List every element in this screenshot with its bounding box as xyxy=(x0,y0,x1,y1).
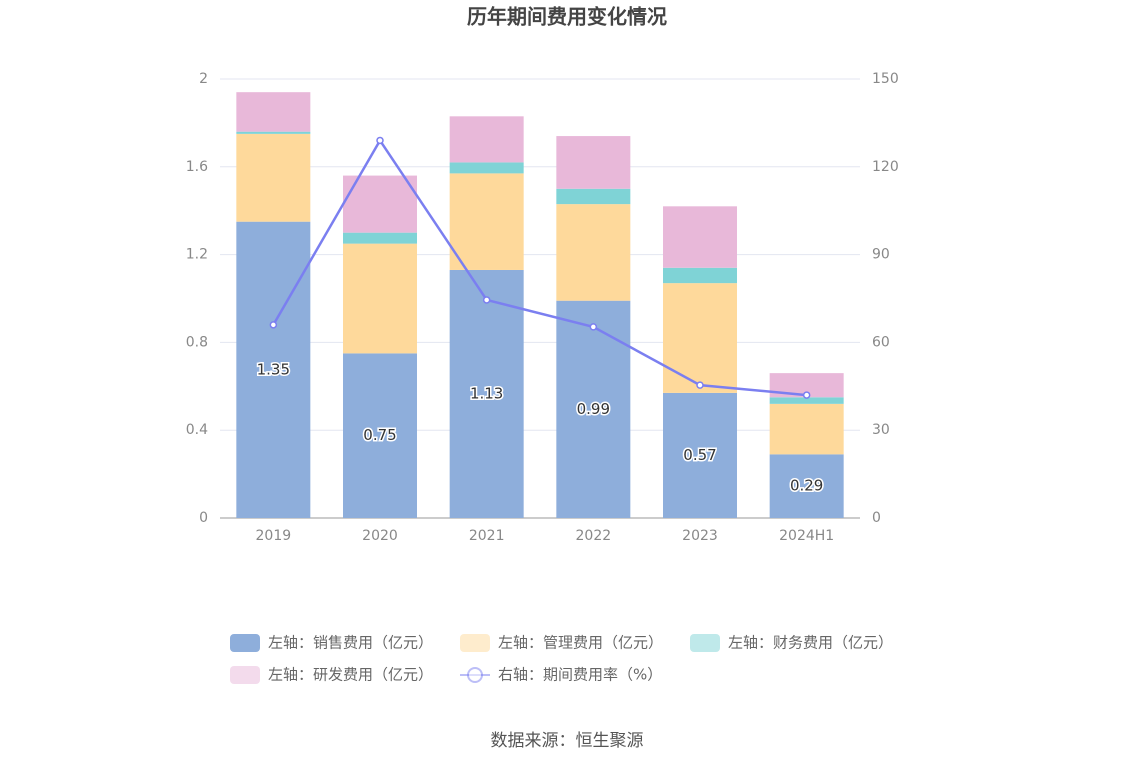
bar-segment xyxy=(449,116,524,163)
bar-segment xyxy=(769,454,844,518)
line-point xyxy=(269,321,278,329)
y2-tick-label: 0 xyxy=(872,510,881,526)
legend-label: 左轴：销售费用（亿元） xyxy=(268,634,433,652)
bar-segment xyxy=(556,204,631,301)
bar-segment xyxy=(236,221,311,519)
legend-icon xyxy=(230,666,260,684)
y-tick-label: 2 xyxy=(199,71,208,87)
source: 数据来源：恒生聚源 xyxy=(491,731,644,751)
y-tick-label: 0.4 xyxy=(186,422,208,438)
bar-segment xyxy=(236,133,311,222)
line-point xyxy=(696,381,704,389)
legend-label: 左轴：财务费用（亿元） xyxy=(728,634,893,652)
bar-segment xyxy=(663,267,737,284)
chart-title: 历年期间费用变化情况 xyxy=(467,5,667,29)
bar-segment xyxy=(236,92,311,132)
bar-segment xyxy=(556,188,631,205)
bar-segment xyxy=(769,403,844,455)
y-tick-label: 1.2 xyxy=(186,247,208,263)
bar-segment xyxy=(556,136,631,189)
x-tick-label: 2021 xyxy=(469,528,505,544)
line-point xyxy=(482,296,491,304)
y2-tick-label: 120 xyxy=(872,159,899,175)
data-label: 0.99 xyxy=(577,400,610,418)
bar-segment xyxy=(343,243,417,354)
data-label: 1.35 xyxy=(257,360,290,378)
bar-segment xyxy=(343,353,417,518)
legend-label: 右轴：期间费用率（%） xyxy=(498,666,662,684)
data-label: 0.57 xyxy=(683,446,716,464)
line xyxy=(272,138,807,397)
x-tick-label: 2024H1 xyxy=(779,528,834,544)
bar-segment xyxy=(449,162,524,174)
legend-label: 左轴：研发费用（亿元） xyxy=(268,666,433,684)
bar-segment xyxy=(663,283,737,393)
data-label: 0.75 xyxy=(363,426,396,444)
bar-segment xyxy=(236,131,311,134)
bar-segment xyxy=(769,397,844,404)
bar-segment xyxy=(556,300,631,518)
bar-segment xyxy=(343,232,417,244)
line-point xyxy=(376,136,384,145)
y-tick-label: 1.6 xyxy=(186,159,208,175)
y2-tick-label: 30 xyxy=(872,422,890,438)
legend-label: 左轴：管理费用（亿元） xyxy=(498,634,663,652)
x-tick-label: 2020 xyxy=(362,528,398,544)
bar-segment xyxy=(663,206,737,268)
bar-segment xyxy=(449,269,524,518)
x-tick-label: 2022 xyxy=(576,528,612,544)
x-tick-label: 2019 xyxy=(256,528,292,544)
y-tick-label: 0 xyxy=(199,510,208,526)
data-label: 1.13 xyxy=(470,384,503,402)
y-tick-label: 0.8 xyxy=(186,334,208,350)
line-point xyxy=(589,323,598,331)
bar-segment xyxy=(663,392,737,518)
line-point xyxy=(802,391,811,399)
legend-icon xyxy=(460,634,490,652)
legend-icon xyxy=(230,634,260,652)
x-tick-label: 2023 xyxy=(682,528,718,544)
y2-tick-label: 90 xyxy=(872,247,890,263)
y2-tick-label: 150 xyxy=(872,71,899,87)
data-label: 0.29 xyxy=(790,477,823,495)
legend-icon xyxy=(467,667,483,683)
y2-tick-label: 60 xyxy=(872,334,890,350)
legend-icon xyxy=(690,634,720,652)
bar-segment xyxy=(449,173,524,270)
